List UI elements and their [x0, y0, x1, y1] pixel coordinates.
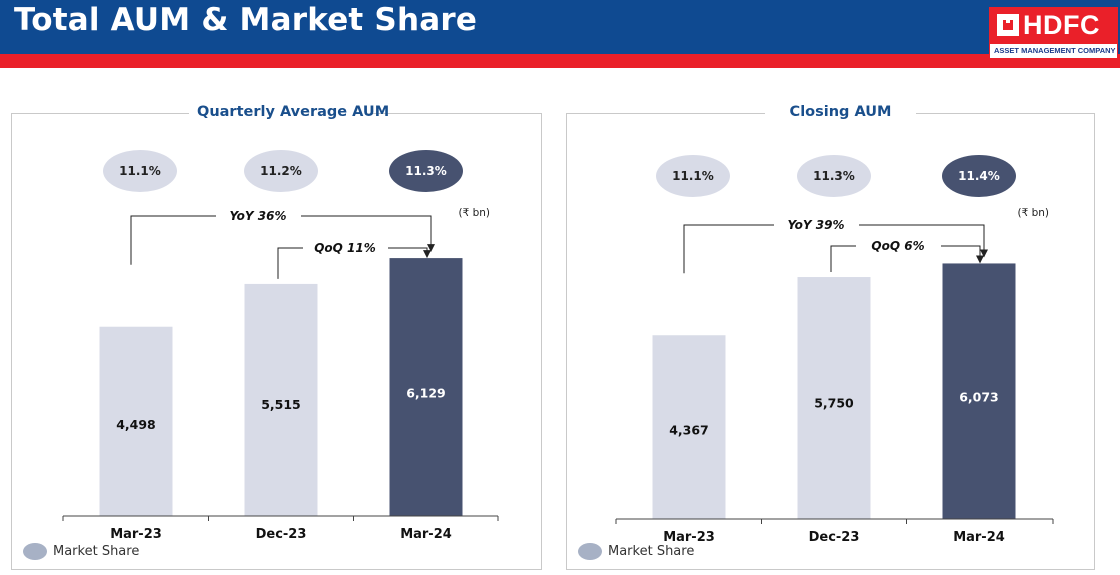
- panel-title-closing-aum: Closing AUM: [765, 104, 916, 120]
- qoq-connector-right: [941, 245, 981, 260]
- market-share-label: 11.1%: [672, 169, 714, 183]
- market-share-bubble: [942, 155, 1016, 197]
- market-share-label: 11.3%: [813, 169, 855, 183]
- qoq-connector-right: [388, 247, 428, 255]
- yoy-label: YoY 39%: [788, 218, 845, 232]
- x-tick-label: Mar-24: [400, 527, 452, 542]
- yoy-arrow-head: [427, 244, 435, 253]
- market-share-label: 11.4%: [958, 169, 1000, 183]
- qoq-label: QoQ 11%: [314, 241, 376, 255]
- market-share-bubble: [797, 155, 871, 197]
- market-share-swatch: [578, 543, 602, 560]
- logo-banner: HDFC: [990, 8, 1117, 44]
- qoq-label: QoQ 6%: [871, 239, 924, 253]
- bar-mar-23: [99, 326, 173, 516]
- market-share-label: 11.1%: [119, 164, 161, 178]
- market-share-label: 11.3%: [405, 164, 447, 178]
- logo-mark-icon: [997, 14, 1019, 36]
- market-share-bubble: [389, 150, 463, 192]
- x-tick-label: Mar-24: [953, 530, 1005, 545]
- quarterly-average-aum-chart: 4,498 5,515 6,129 Mar-23 Dec-23 Mar-24 11.1% 11…: [62, 150, 499, 542]
- page-title: Total AUM & Market Share: [14, 2, 478, 38]
- closing-aum-chart: 4,367 5,750 6,073 Mar-23 Dec-23 Mar-24 11.1% 11…: [615, 155, 1054, 545]
- bar-mar-24: [389, 258, 463, 516]
- bar-value-label: 4,367: [669, 422, 709, 437]
- yoy-connector-right: [301, 215, 432, 249]
- legend-label: Market Share: [53, 544, 140, 559]
- yoy-connector-left: [683, 224, 774, 274]
- closing-aum-panel: 4,367 5,750 6,073 Mar-23 Dec-23 Mar-24 11.1% 11…: [566, 104, 1095, 570]
- qoq-connector-left: [277, 247, 303, 279]
- hdfc-logo: HDFC ASSET MANAGEMENT COMPANY LIMITED: [989, 7, 1120, 59]
- yoy-connector-left: [130, 215, 216, 265]
- bar-dec-23: [797, 277, 871, 519]
- qoq-arrow-head: [976, 255, 984, 264]
- yoy-arrow-head: [980, 249, 988, 258]
- unit-label: (₹ bn): [458, 207, 490, 219]
- market-share-bubble: [656, 155, 730, 197]
- panel-title-quarterly-average-aum: Quarterly Average AUM: [189, 104, 389, 120]
- legend: Market Share: [578, 543, 694, 560]
- bar-value-label: 5,515: [261, 397, 301, 412]
- bar-mar-23: [652, 335, 726, 519]
- yoy-connector-right: [859, 224, 985, 254]
- unit-label: (₹ bn): [1017, 207, 1049, 219]
- x-tick-label: Dec-23: [809, 530, 860, 545]
- market-share-label: 11.2%: [260, 164, 302, 178]
- bar-value-label: 6,129: [406, 385, 446, 400]
- qoq-connector-left: [830, 245, 856, 273]
- yoy-label: YoY 36%: [230, 209, 287, 223]
- x-tick-label: Mar-23: [110, 527, 162, 542]
- bar-value-label: 5,750: [814, 396, 854, 411]
- bar-value-label: 4,498: [116, 417, 156, 432]
- x-tick-label: Mar-23: [663, 530, 715, 545]
- qoq-arrow-head: [423, 250, 431, 259]
- bar-dec-23: [244, 283, 318, 516]
- header-bar: Total AUM & Market Share: [0, 0, 1120, 54]
- x-tick-label: Dec-23: [256, 527, 307, 542]
- bar-value-label: 6,073: [959, 389, 999, 404]
- market-share-swatch: [23, 543, 47, 560]
- market-share-bubble: [103, 150, 177, 192]
- market-share-bubble: [244, 150, 318, 192]
- logo-name: HDFC: [1023, 10, 1100, 40]
- logo-subtitle: ASSET MANAGEMENT COMPANY LIMITED: [994, 46, 1120, 55]
- bar-mar-24: [942, 263, 1016, 519]
- quarterly-average-aum-panel: 4,498 5,515 6,129 Mar-23 Dec-23 Mar-24 11.1% 11…: [11, 104, 542, 570]
- accent-bar: [0, 54, 1120, 68]
- legend: Market Share: [23, 543, 139, 560]
- legend-label: Market Share: [608, 544, 695, 559]
